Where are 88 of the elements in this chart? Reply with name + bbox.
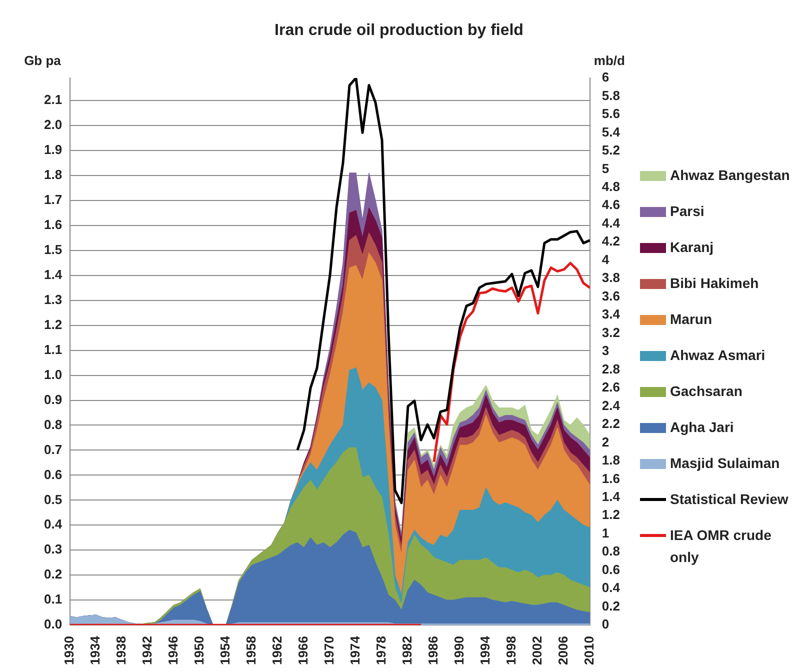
y-tick-label: 1.4	[44, 266, 63, 282]
y-tick-label: 1.0	[44, 366, 62, 382]
y-tick-label: 0.9	[44, 392, 62, 407]
y-tick-label: 1.8	[44, 167, 62, 182]
y2-tick-label: 1.2	[602, 507, 620, 522]
y2-tick-label: 3	[602, 343, 610, 358]
y2-tick-label: 2.4	[602, 398, 621, 413]
x-tick-label: 1938	[114, 636, 129, 665]
y2-tick-label: 4.8	[602, 178, 620, 194]
x-tick-label: 1974	[348, 635, 363, 665]
y2-tick-label: 3.4	[602, 306, 621, 322]
y-tick-label: 0.7	[44, 442, 62, 457]
y2-tick-label: 5.8	[602, 88, 620, 103]
y2-tick-label: 2.8	[602, 361, 620, 376]
legend-label: IEA OMR crude only	[670, 526, 772, 567]
y-tick-label: 1.3	[44, 292, 62, 307]
x-tick-label: 1978	[374, 636, 389, 665]
y2-tick-label: 5.4	[602, 124, 621, 140]
y2-tick-label: 4	[602, 252, 610, 267]
y-tick-label: 2.0	[44, 117, 62, 132]
y2-tick-label: 6	[602, 70, 610, 85]
y2-tick-label: 1.6	[602, 470, 620, 486]
y-tick-label: 1.5	[44, 242, 62, 257]
y-tick-label: 0.4	[44, 516, 63, 532]
legend-label: Statistical Review	[670, 490, 788, 509]
y2-tick-label: 0.6	[602, 562, 620, 577]
y2-tick-label: 4.4	[602, 215, 621, 230]
x-tick-label: 1942	[140, 636, 155, 665]
y2-tick-label: 5.6	[602, 106, 620, 122]
y2-tick-label: 2.2	[602, 416, 620, 432]
x-tick-label: 1950	[192, 636, 207, 665]
y-tick-label: 0.0	[44, 616, 62, 632]
legend-label: Parsi	[670, 202, 704, 221]
y2-tick-label: 0.2	[602, 598, 620, 614]
y2-tick-label: 2	[602, 434, 610, 450]
y2-tick-label: 2.6	[602, 380, 620, 395]
y-axis-title: Gb pa	[24, 53, 62, 68]
y2-tick-label: 0.4	[602, 580, 621, 596]
y2-tick-label: 5	[602, 160, 610, 176]
y-tick-label: 1.9	[44, 142, 62, 158]
y-tick-label: 2.1	[44, 92, 62, 108]
y-tick-label: 0.3	[44, 542, 62, 557]
x-tick-label: 1970	[322, 636, 337, 665]
y2-tick-label: 4.6	[602, 197, 620, 212]
x-tick-label: 1934	[88, 635, 103, 665]
y-tick-label: 0.5	[44, 492, 62, 507]
y2-tick-label: 3.2	[602, 324, 620, 340]
y2-tick-label: 1	[602, 525, 610, 540]
y2-tick-label: 1.8	[602, 452, 620, 468]
x-tick-label: 1946	[166, 636, 181, 665]
y2-tick-label: 0	[602, 616, 610, 632]
y2-tick-label: 3.6	[602, 288, 620, 304]
legend-label: Ahwaz Asmari	[670, 346, 766, 365]
chart-title: Iran crude oil production by field	[274, 22, 524, 40]
x-tick-label: 1986	[426, 636, 441, 665]
y-tick-label: 1.6	[44, 216, 62, 232]
x-tick-label: 1962	[270, 636, 285, 665]
y2-tick-label: 0.8	[602, 544, 620, 559]
x-tick-label: 2006	[556, 636, 571, 665]
y-tick-label: 1.7	[44, 192, 62, 207]
y-tick-label: 0.8	[44, 416, 62, 432]
legend-label: Masjid Sulaiman	[670, 454, 780, 473]
legend-label: Marun	[670, 310, 712, 329]
x-tick-label: 2010	[582, 636, 597, 665]
x-tick-label: 1930	[62, 636, 77, 665]
y-tick-label: 1.1	[44, 342, 62, 357]
x-tick-label: 1958	[244, 636, 259, 665]
x-tick-label: 1998	[504, 636, 519, 665]
y-tick-label: 1.2	[44, 316, 62, 332]
x-tick-label: 1966	[296, 636, 311, 665]
legend-label: Bibi Hakimeh	[670, 274, 759, 293]
y2-tick-label: 4.2	[602, 234, 620, 249]
y-tick-label: 0.2	[44, 566, 62, 582]
y2-tick-label: 3.8	[602, 270, 620, 286]
legend-label: Gachsaran	[670, 382, 742, 401]
legend-label: Agha Jari	[670, 418, 734, 437]
x-tick-label: 1990	[452, 636, 467, 665]
y-tick-label: 0.1	[44, 592, 62, 607]
x-tick-label: 1954	[218, 635, 233, 665]
x-tick-label: 2002	[530, 636, 545, 665]
y2-tick-label: 1.4	[602, 489, 621, 504]
y-tick-label: 0.6	[44, 466, 62, 482]
y2-axis-title: mb/d	[594, 53, 626, 68]
y2-tick-label: 5.2	[602, 142, 620, 158]
x-tick-label: 1994	[478, 635, 493, 665]
legend-label: Karanj	[670, 238, 714, 257]
legend-label: Ahwaz Bangestan	[670, 166, 790, 185]
x-tick-label: 1982	[400, 636, 415, 665]
